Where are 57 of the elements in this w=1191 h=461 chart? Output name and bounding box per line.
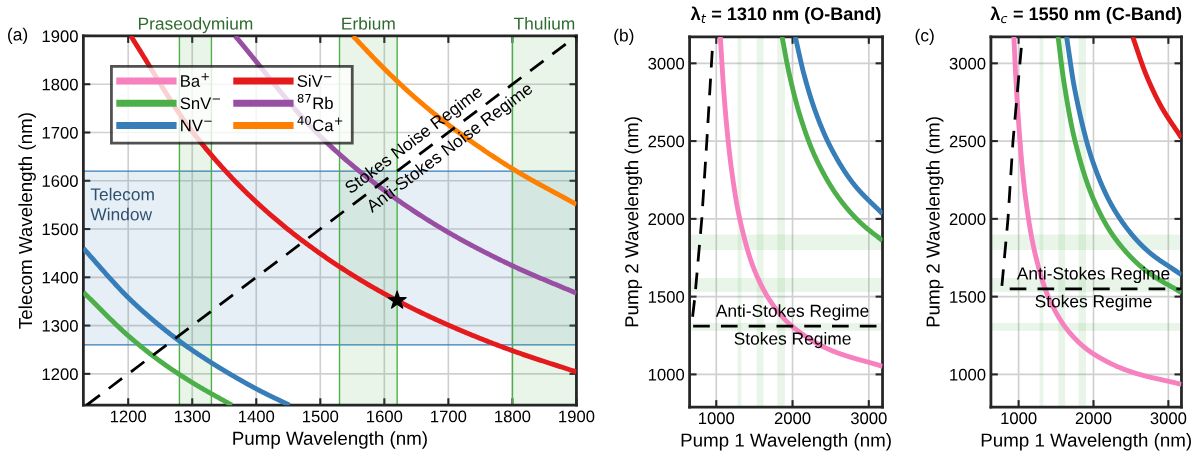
x-tick-label: 3000 bbox=[850, 412, 887, 425]
y-axis-title: Telecom Wavelength (nm) bbox=[18, 113, 36, 329]
x-axis-title: Pump Wavelength (nm) bbox=[233, 431, 427, 449]
x-tick-label: 2000 bbox=[1075, 412, 1112, 425]
y-tick-label: 2500 bbox=[648, 135, 685, 148]
x-tick-label: 1800 bbox=[495, 410, 531, 423]
y-tick-label: 1500 bbox=[42, 223, 78, 236]
x-tick-label: 1600 bbox=[367, 410, 403, 423]
x-tick-label: 3000 bbox=[1150, 412, 1187, 425]
y-tick-label: 1000 bbox=[950, 368, 986, 381]
y-tick-label: 1600 bbox=[42, 175, 78, 187]
y-tick-label: 2000 bbox=[949, 213, 986, 226]
text: (b) bbox=[614, 28, 634, 45]
band-label: Thulium bbox=[513, 17, 575, 30]
legend-label: $^{40}$Ca$^{+}$ bbox=[297, 116, 343, 132]
annotation: Stokes Regime bbox=[734, 331, 851, 349]
chart-title: λ$_{t}$ = 1310 nm (O-Band) bbox=[690, 6, 881, 24]
legend-label: SnV$^{−}$ bbox=[180, 97, 220, 110]
y-tick-label: 1200 bbox=[42, 368, 78, 381]
annotation: Anti-Stokes Regime bbox=[715, 304, 869, 321]
x-tick-label: 2000 bbox=[774, 412, 811, 425]
y-tick-label: 1900 bbox=[42, 30, 78, 43]
y-tick-label: 1700 bbox=[42, 126, 78, 139]
x-tick-label: 1700 bbox=[431, 410, 467, 423]
y-tick-label: 3000 bbox=[648, 57, 685, 70]
y-tick-label: 1800 bbox=[42, 78, 78, 91]
annotation: Stokes Regime bbox=[1035, 294, 1152, 311]
text: (c) bbox=[915, 28, 934, 45]
x-tick-label: 1000 bbox=[699, 412, 735, 425]
y-tick-label: 1500 bbox=[950, 291, 986, 303]
band-label: Praseodymium bbox=[138, 17, 253, 34]
band-label: Erbium bbox=[342, 17, 395, 30]
x-tick-label: 1500 bbox=[303, 410, 339, 423]
legend-label: NV$^{−}$ bbox=[181, 119, 212, 132]
y-tick-label: 1000 bbox=[648, 368, 685, 381]
y-tick-label: 3000 bbox=[949, 57, 986, 70]
legend-label: Ba$^{+}$ bbox=[181, 73, 209, 87]
chart-title: λ$_{c}$ = 1550 nm (C-Band) bbox=[990, 6, 1182, 24]
y-tick-label: 1300 bbox=[42, 319, 78, 332]
x-tick-label: 1200 bbox=[110, 410, 147, 423]
x-tick-label: 1000 bbox=[1001, 412, 1037, 425]
y-axis-title: Pump 2 Wavelength (nm) bbox=[624, 117, 643, 327]
line-series bbox=[1000, 46, 1182, 291]
text: (a) bbox=[8, 27, 28, 45]
legend-label: SiV$^{−}$ bbox=[297, 74, 332, 87]
y-tick-label: 2000 bbox=[648, 213, 685, 226]
y-tick-label: 2500 bbox=[949, 135, 986, 148]
x-tick-label: 1900 bbox=[559, 410, 595, 423]
x-tick-label: 1400 bbox=[239, 410, 275, 423]
y-axis-title: Pump 2 Wavelength (nm) bbox=[925, 117, 944, 327]
y-tick-label: 1400 bbox=[42, 271, 78, 284]
band-label: Telecom Window bbox=[90, 187, 154, 221]
x-axis-title: Pump 1 Wavelength (nm) bbox=[681, 433, 891, 451]
y-tick-label: 1500 bbox=[648, 291, 685, 303]
x-tick-label: 1300 bbox=[174, 410, 211, 423]
legend-label: $^{87}$Rb bbox=[297, 93, 333, 110]
x-axis-title: Pump 1 Wavelength (nm) bbox=[981, 433, 1191, 451]
